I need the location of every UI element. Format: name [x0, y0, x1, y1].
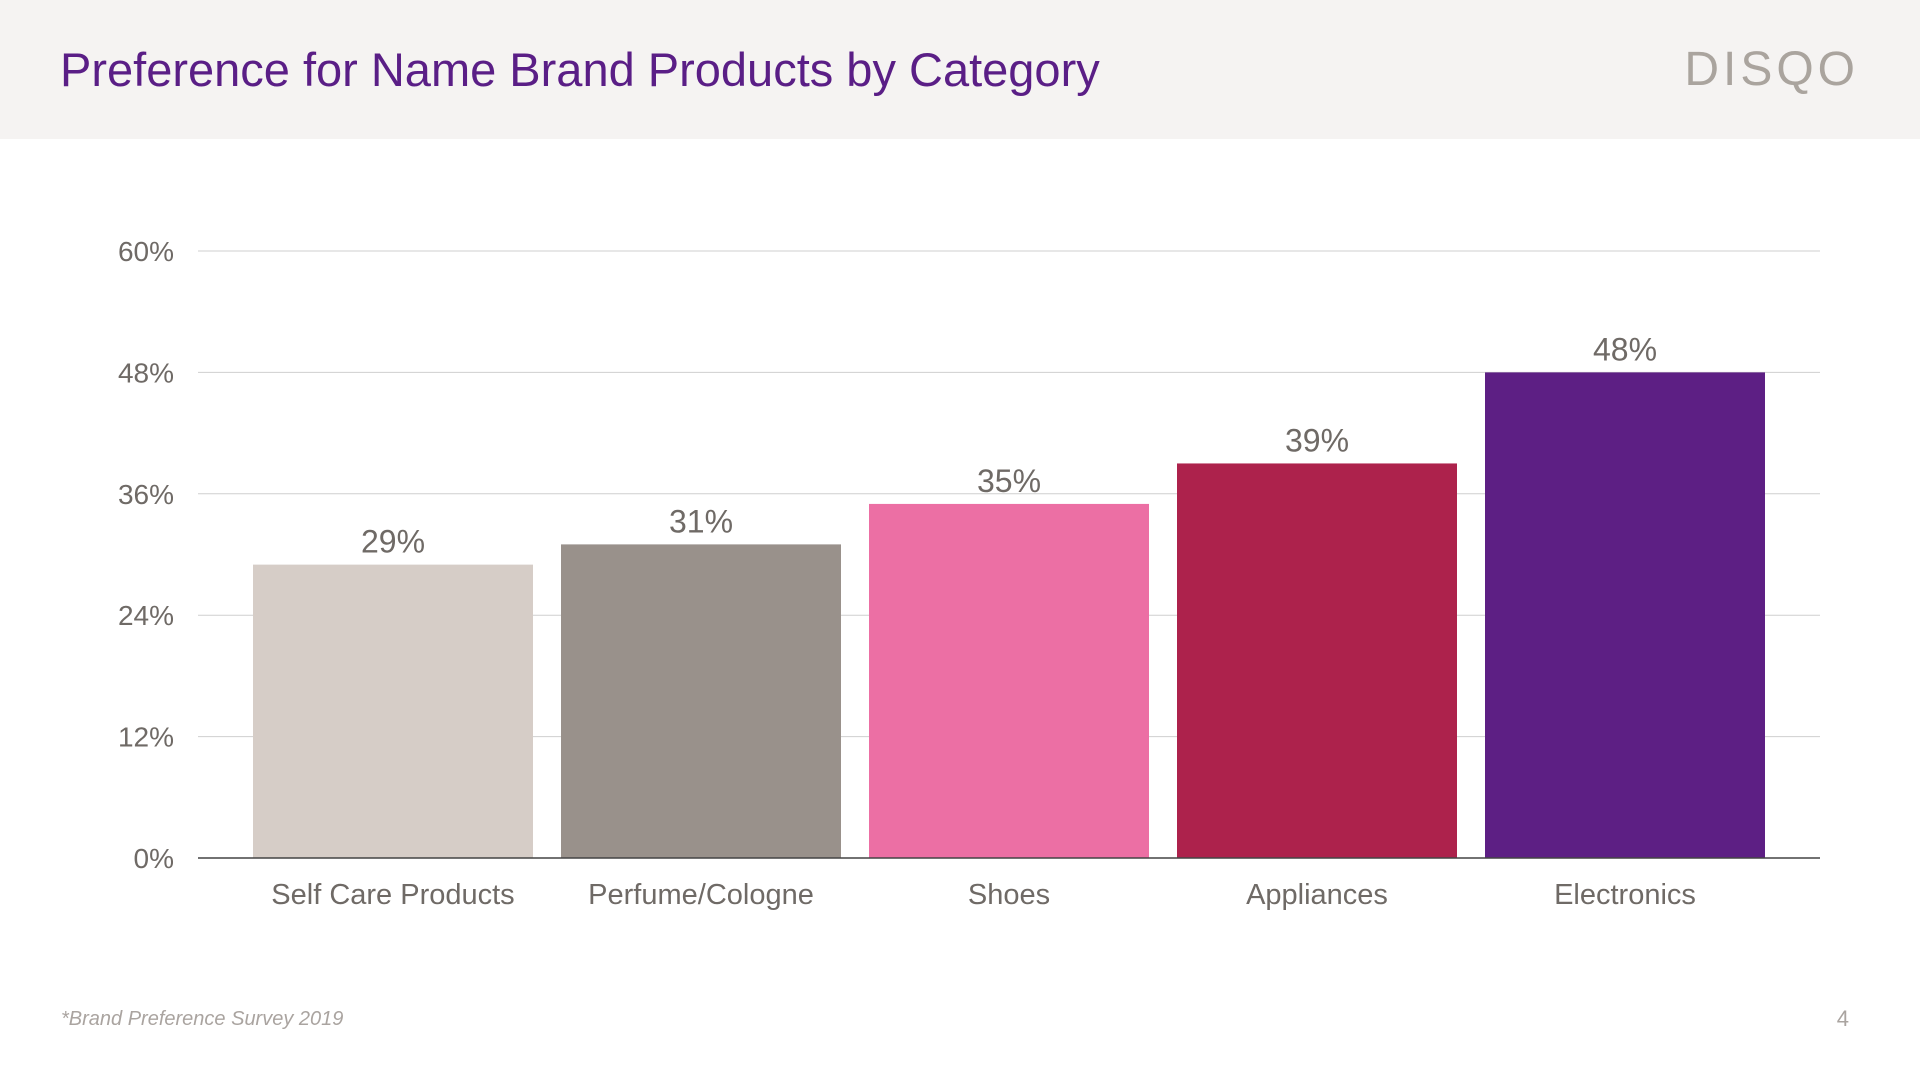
- data-label: 29%: [361, 524, 425, 560]
- bar: [1177, 463, 1457, 858]
- x-tick-label: Shoes: [968, 879, 1050, 911]
- bar: [561, 544, 841, 858]
- bar: [869, 503, 1149, 858]
- bar: [253, 564, 533, 858]
- brand-logo: DISQO: [1684, 43, 1859, 96]
- bar: [1485, 372, 1765, 858]
- x-tick-label: Electronics: [1554, 879, 1696, 911]
- y-tick-label: 0%: [134, 843, 174, 874]
- data-label: 48%: [1593, 331, 1657, 367]
- x-tick-label: Appliances: [1246, 879, 1388, 911]
- slide-title: Preference for Name Brand Products by Ca…: [60, 43, 1100, 96]
- data-label: 31%: [669, 503, 733, 539]
- y-tick-label: 60%: [118, 236, 174, 267]
- y-tick-label: 48%: [118, 357, 174, 388]
- data-label: 39%: [1285, 422, 1349, 458]
- page-number: 4: [1836, 1006, 1849, 1031]
- data-label: 35%: [977, 463, 1041, 499]
- y-tick-label: 24%: [118, 600, 174, 631]
- header-band: [0, 0, 1920, 139]
- y-tick-label: 12%: [118, 722, 174, 753]
- x-tick-label: Perfume/Cologne: [588, 879, 814, 911]
- y-tick-label: 36%: [118, 479, 174, 510]
- source-footnote: *Brand Preference Survey 2019: [61, 1008, 344, 1030]
- x-tick-label: Self Care Products: [271, 879, 514, 911]
